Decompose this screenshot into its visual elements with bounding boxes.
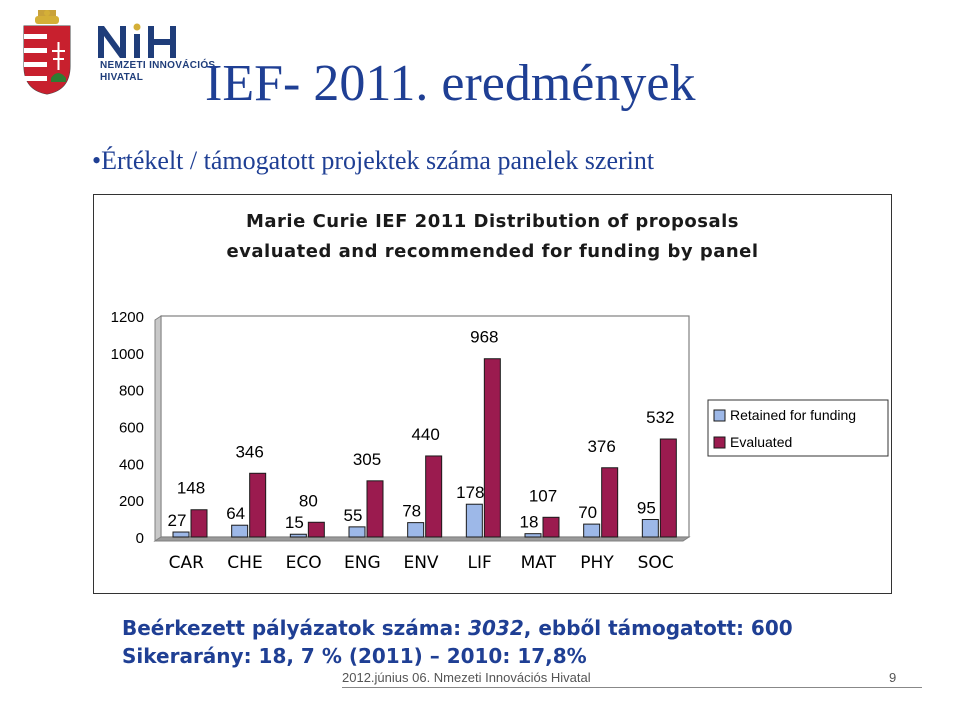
bar-retained-che <box>231 524 249 538</box>
legend-box <box>707 399 889 457</box>
x-tick-label: CAR <box>169 553 204 573</box>
y-tick-label: 0 <box>136 530 144 547</box>
page-title: IEF- 2011. eredmények <box>205 55 696 112</box>
bar-retained-eco <box>289 533 307 538</box>
plot-wall <box>154 315 162 542</box>
bar-retained-env <box>407 522 425 538</box>
hungarian-coat-of-arms-icon <box>23 10 71 95</box>
bar-evaluated-soc <box>659 438 677 538</box>
footer-divider <box>342 687 922 688</box>
data-label-retained: 15 <box>285 513 304 532</box>
chart-title-line-2: evaluated and recommended for funding by… <box>226 241 759 262</box>
legend-label: Evaluated <box>730 434 792 450</box>
data-label-evaluated: 376 <box>587 437 615 456</box>
bar-retained-lif <box>465 503 483 538</box>
bar-evaluated-eco <box>307 521 325 538</box>
x-tick-label: PHY <box>580 553 614 573</box>
y-tick-label: 200 <box>119 493 144 510</box>
data-label-retained: 18 <box>520 513 539 532</box>
y-tick-label: 1200 <box>111 309 144 326</box>
x-tick-label: CHE <box>227 553 262 573</box>
data-label-evaluated: 107 <box>529 486 557 505</box>
bar-retained-eng <box>348 526 366 538</box>
legend-label: Retained for funding <box>730 407 856 423</box>
legend-swatch <box>713 436 726 449</box>
data-label-retained: 64 <box>226 504 245 523</box>
data-label-retained: 27 <box>168 511 187 530</box>
data-label-retained: 95 <box>637 499 656 518</box>
bar-evaluated-eng <box>366 480 384 538</box>
footer-line-1: Beérkezett pályázatok száma: 3032, ebből… <box>122 616 793 640</box>
legend-swatch <box>713 409 726 422</box>
x-tick-label: ENG <box>344 553 381 573</box>
bar-evaluated-lif <box>483 358 501 538</box>
x-tick-label: LIF <box>468 553 492 573</box>
data-label-evaluated: 346 <box>235 442 263 461</box>
bar-retained-soc <box>641 519 659 538</box>
page-number: 9 <box>889 670 897 685</box>
bar-evaluated-mat <box>542 516 560 538</box>
chart-frame: Marie Curie IEF 2011 Distribution of pro… <box>93 194 892 594</box>
bar-evaluated-che <box>249 472 267 538</box>
bar-evaluated-phy <box>601 467 619 538</box>
footer-line-2: Sikerarány: 18, 7 % (2011) – 2010: 17,8% <box>122 644 587 668</box>
plot-floor <box>153 536 691 542</box>
data-label-evaluated: 440 <box>411 425 439 444</box>
data-label-retained: 55 <box>344 506 363 525</box>
footer-line-1-prefix: Beérkezett pályázatok száma: <box>122 616 469 640</box>
bar-chart: 0 200 400 600 800 1000 1200 27 148 CAR 64 346 CHE 15 8… <box>111 309 889 573</box>
data-label-retained: 178 <box>456 483 484 502</box>
y-tick-label: 800 <box>119 383 144 400</box>
nih-logo: NEMZETI INNOVÁCIÓS HIVATAL <box>18 8 218 98</box>
y-tick-label: 400 <box>119 456 144 473</box>
data-label-evaluated: 80 <box>299 491 318 510</box>
logo-line-2: HIVATAL <box>100 72 144 83</box>
data-label-evaluated: 532 <box>646 408 674 427</box>
chart-title-line-1: Marie Curie IEF 2011 Distribution of pro… <box>245 211 740 232</box>
footer-line-1-number: 3032 <box>468 616 524 640</box>
bar-retained-phy <box>583 523 601 538</box>
data-label-evaluated: 148 <box>177 479 205 498</box>
plot-area <box>160 315 690 538</box>
y-tick-label: 1000 <box>111 346 144 363</box>
bar-evaluated-env <box>425 455 443 538</box>
data-label-retained: 70 <box>578 503 597 522</box>
x-tick-label: ECO <box>286 553 322 573</box>
data-label-evaluated: 305 <box>353 450 381 469</box>
nih-wordmark-icon <box>98 23 176 58</box>
y-tick-label: 600 <box>119 420 144 437</box>
footer-line-1-suffix: , ebből támogatott: 600 <box>523 616 793 640</box>
footer-meta: 2012.június 06. Nmezeti Innovációs Hivat… <box>342 670 591 685</box>
bar-retained-car <box>172 531 190 538</box>
logo-line-1: NEMZETI INNOVÁCIÓS <box>100 60 216 71</box>
x-tick-label: ENV <box>403 553 438 573</box>
data-label-evaluated: 968 <box>470 328 498 347</box>
bullet-text: •Értékelt / támogatott projektek száma p… <box>92 146 655 175</box>
logo-caption: NEMZETI INNOVÁCIÓS HIVATAL <box>100 60 220 84</box>
bar-evaluated-car <box>190 509 208 538</box>
bar-retained-mat <box>524 533 542 538</box>
x-tick-label: MAT <box>521 553 557 573</box>
data-label-retained: 78 <box>402 502 421 521</box>
x-tick-label: SOC <box>638 553 674 573</box>
